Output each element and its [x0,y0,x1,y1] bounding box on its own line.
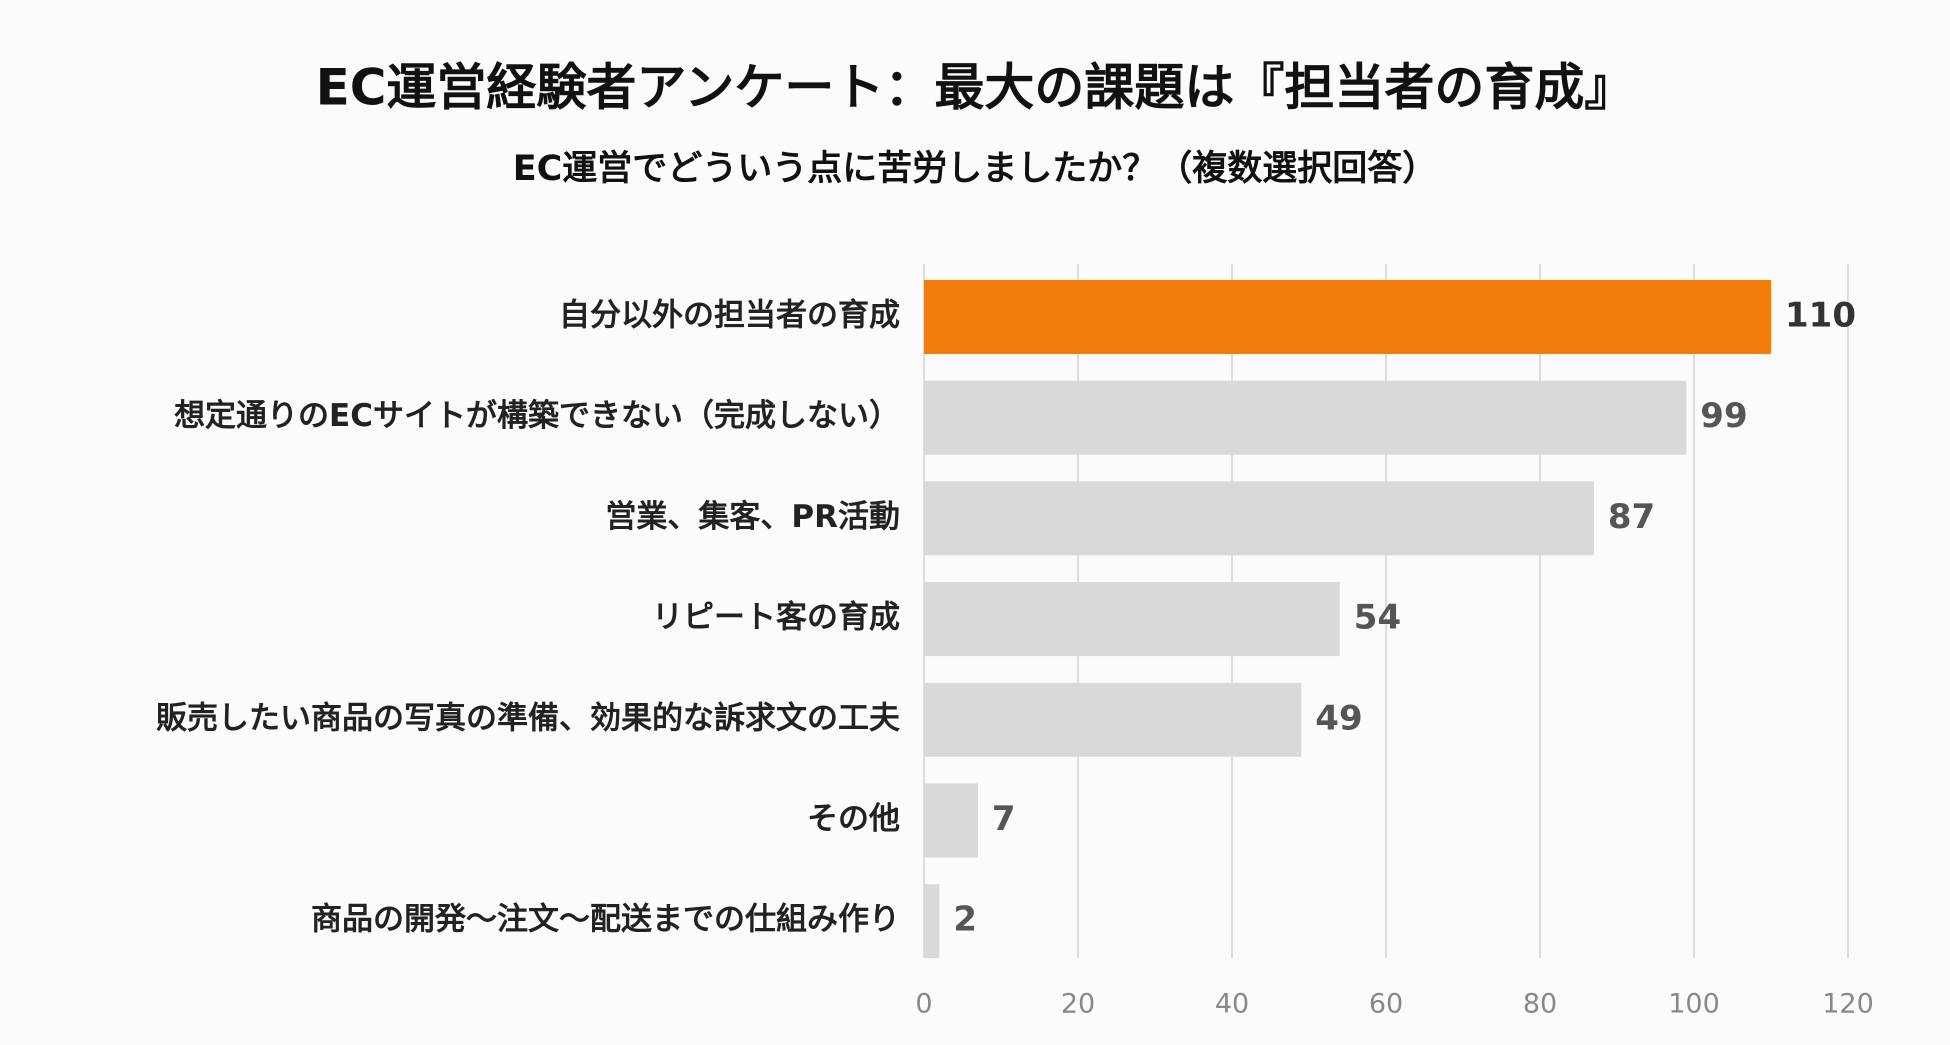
bar [924,783,978,858]
bar [924,884,940,959]
value-label: 110 [1785,296,1856,336]
value-label: 2 [953,900,977,940]
y-tick-label: 自分以外の担当者の育成 [559,298,900,334]
value-label: 87 [1608,497,1655,537]
bar [924,582,1340,657]
y-tick-label: その他 [807,801,900,837]
value-label: 49 [1315,698,1362,738]
x-tick-label: 0 [915,989,932,1020]
x-tick-label: 20 [1061,989,1095,1020]
value-label: 99 [1700,396,1747,436]
bar [924,481,1594,556]
chart-title: EC運営経験者アンケート：最大の課題は『担当者の育成』 [316,59,1635,117]
bar [924,380,1687,455]
x-tick-label: 80 [1523,989,1557,1020]
y-tick-label: 商品の開発〜注文〜配送までの仕組み作り [311,902,900,938]
bar [924,682,1302,757]
value-label: 7 [992,799,1016,839]
x-tick-label: 60 [1369,989,1403,1020]
x-tick-label: 40 [1215,989,1249,1020]
x-tick-label: 100 [1668,989,1720,1020]
x-tick-label: 120 [1822,989,1874,1020]
y-tick-label: 想定通りのECサイトが構築できない（完成しない） [174,398,900,434]
y-tick-label: 営業、集客、PR活動 [605,499,900,535]
value-label: 54 [1354,598,1401,638]
bar [924,280,1771,354]
chart-subtitle: EC運営でどういう点に苦労しましたか？（複数選択回答） [513,149,1438,189]
y-tick-label: 販売したい商品の写真の準備、効果的な訴求文の工夫 [156,700,901,736]
y-tick-label: リピート客の育成 [652,600,900,636]
